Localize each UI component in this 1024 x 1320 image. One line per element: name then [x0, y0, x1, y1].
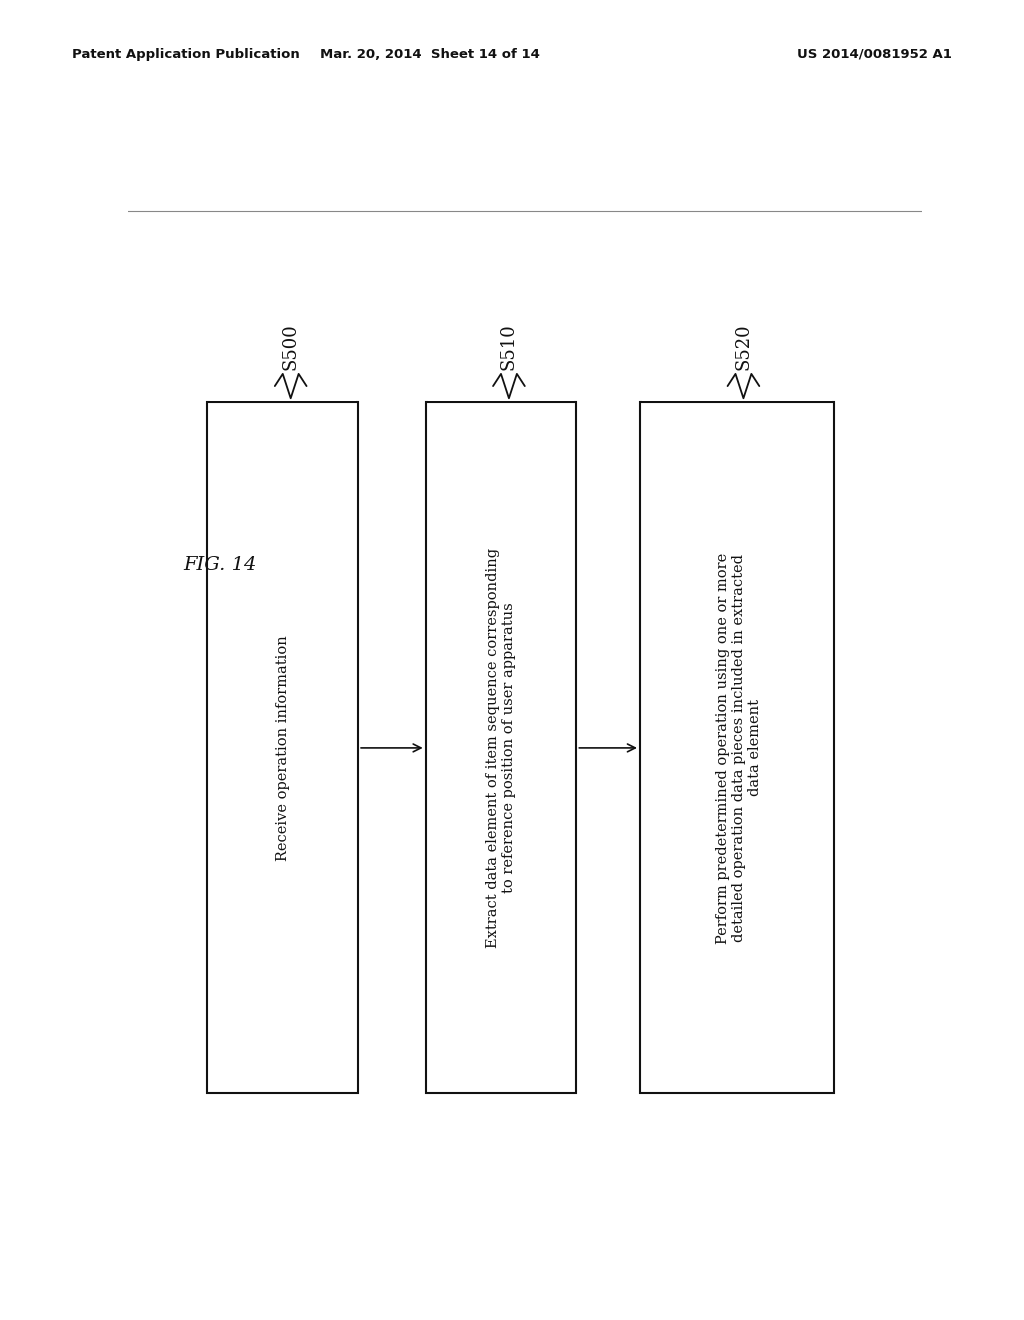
Bar — [210, 351, 355, 401]
Bar — [428, 351, 574, 401]
Text: Perform predetermined operation using one or more
detailed operation data pieces: Perform predetermined operation using on… — [716, 552, 762, 944]
Text: FIG. 14: FIG. 14 — [183, 556, 257, 574]
Text: Mar. 20, 2014  Sheet 14 of 14: Mar. 20, 2014 Sheet 14 of 14 — [321, 48, 540, 61]
Text: S510: S510 — [500, 323, 518, 370]
Text: Extract data element of item sequence corresponding
to reference position of use: Extract data element of item sequence co… — [486, 548, 516, 948]
Bar — [640, 403, 835, 1093]
Bar — [426, 403, 577, 1093]
Text: Patent Application Publication: Patent Application Publication — [72, 48, 299, 61]
Bar — [642, 351, 831, 401]
Text: S500: S500 — [282, 323, 300, 370]
Text: Receive operation information: Receive operation information — [275, 635, 290, 861]
Text: US 2014/0081952 A1: US 2014/0081952 A1 — [798, 48, 952, 61]
Text: S520: S520 — [734, 323, 753, 370]
Bar — [207, 403, 358, 1093]
